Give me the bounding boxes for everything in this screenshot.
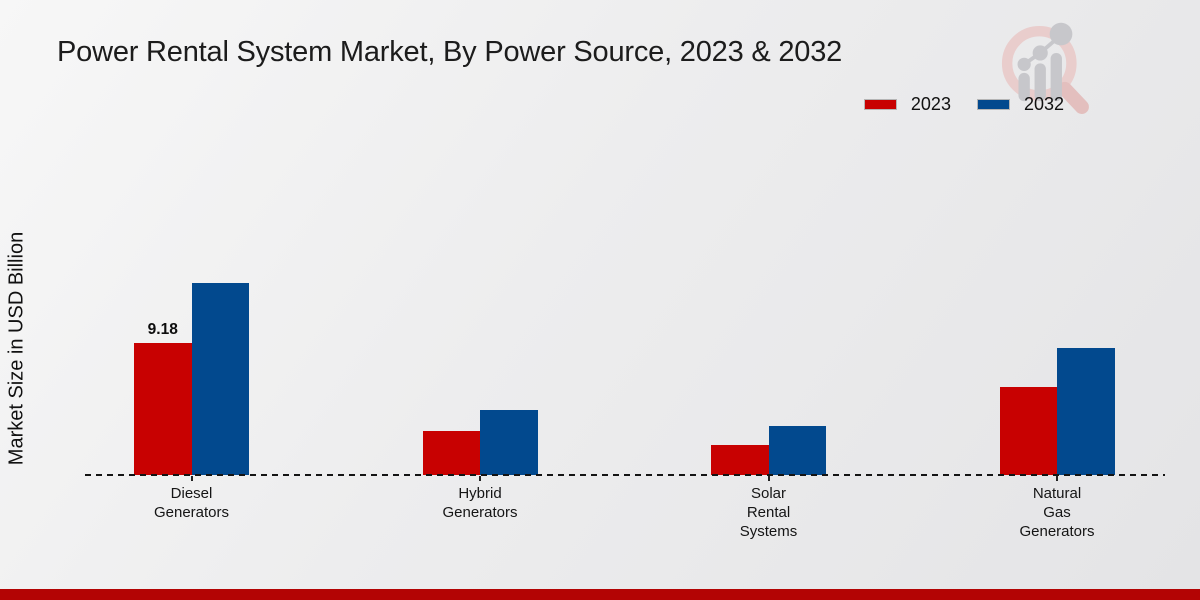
bar-2023-natural-gas-generators <box>999 387 1057 475</box>
chart-title: Power Rental System Market, By Power Sou… <box>57 36 843 68</box>
x-axis-tick-natural-gas-generators <box>1056 476 1058 481</box>
category-label-line: Gas <box>1043 504 1071 521</box>
category-label-line: Hybrid <box>458 485 502 502</box>
category-label-line: Solar <box>750 485 787 502</box>
category-label-solar-rental-systems: Solar Rental Systems <box>684 484 854 541</box>
category-label-line: Systems <box>739 523 798 540</box>
footer-accent-bar <box>0 589 1200 600</box>
category-label-natural-gas-generators: Natural Gas Generators <box>972 484 1142 541</box>
bar-2032-natural-gas-generators <box>1057 348 1115 475</box>
bar-2023-diesel-generators <box>134 343 192 475</box>
x-axis-tick-diesel-generators <box>190 476 193 481</box>
x-axis-tick-hybrid-generators <box>479 476 481 481</box>
category-label-line: Diesel <box>170 485 213 502</box>
bar-2023-hybrid-generators <box>422 431 480 475</box>
category-label-diesel-generators: Diesel Generators <box>107 484 277 522</box>
legend-swatch-2023 <box>863 99 897 110</box>
category-label-hybrid-generators: Hybrid Generators <box>395 484 565 522</box>
legend-item-2023: 2023 <box>863 94 951 115</box>
company-logo <box>992 18 1096 122</box>
legend: 2023 2032 <box>863 94 1064 115</box>
category-label-line: Generators <box>442 504 518 521</box>
category-label-line: Generators <box>1019 523 1095 540</box>
bar-value-label-2023-diesel-generators: 9.18 <box>147 321 178 338</box>
x-axis-line <box>85 474 1165 476</box>
legend-label-2023: 2023 <box>910 94 951 114</box>
bar-2032-diesel-generators <box>191 283 249 475</box>
bar-2023-solar-rental-systems <box>711 444 769 475</box>
bar-2032-solar-rental-systems <box>768 426 826 475</box>
category-label-line: Rental <box>746 504 791 521</box>
magnifier-growth-icon <box>1001 22 1089 114</box>
legend-item-2032: 2032 <box>976 94 1064 115</box>
category-label-line: Generators <box>153 504 230 521</box>
bar-2032-hybrid-generators <box>480 410 538 475</box>
legend-swatch-2032 <box>976 99 1010 110</box>
legend-label-2032: 2032 <box>1023 94 1064 114</box>
x-axis-tick-solar-rental-systems <box>767 476 770 481</box>
category-label-line: Natural <box>1032 485 1082 502</box>
